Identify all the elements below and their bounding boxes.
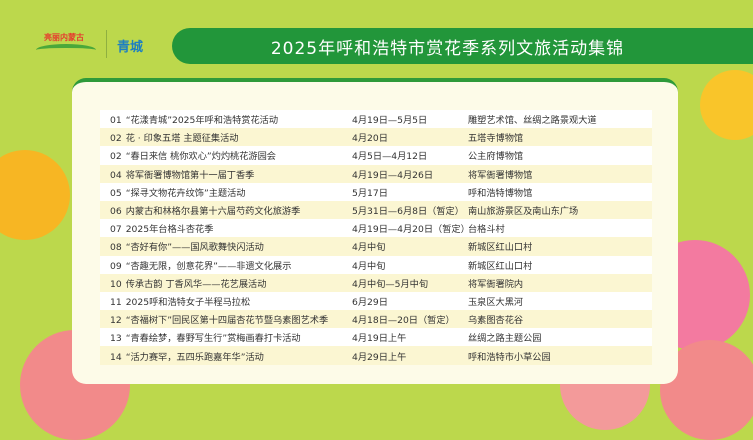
- event-date: 4月18日—20日（暂定）: [352, 315, 455, 327]
- events-table: 01 “花漾青城”2025年呼和浩特赏花活动 4月19日—5月5日 雕塑艺术馆、丝绸之…: [100, 110, 652, 365]
- event-name-cell: 09 “杏趣无限，创意花界”——非遗文化展示: [100, 258, 352, 272]
- event-date: 4月中旬—5月中旬: [352, 278, 429, 290]
- event-name: “花漾青城”2025年呼和浩特赏花活动: [125, 115, 279, 127]
- event-name: “杏好有你”——国风歌舞快闪活动: [125, 242, 264, 254]
- event-number: 04: [110, 169, 122, 181]
- event-name: 花 · 印象五塔 主题征集活动: [125, 133, 239, 145]
- page-title: 2025年呼和浩特市赏花季系列文旅活动集锦: [270, 38, 625, 59]
- event-name: “活力赛罕，五四乐跑嘉年华”活动: [125, 351, 264, 363]
- event-number: 13: [110, 333, 122, 345]
- event-location: 玉泉区大黑河: [468, 296, 524, 308]
- event-location: 呼和浩特博物馆: [468, 187, 533, 199]
- table-row: 01 “花漾青城”2025年呼和浩特赏花活动 4月19日—5月5日 雕塑艺术馆、丝绸之…: [100, 110, 652, 129]
- table-row: 12 “杏福树下”回民区第十四届杏花节暨乌素图艺术季 4月18日—20日（暂定） 乌素…: [100, 310, 652, 329]
- yellow-flower-decoration: [700, 70, 753, 140]
- event-name-cell: 11 2025呼和浩特女子半程马拉松: [100, 294, 352, 308]
- event-name: 传承古韵 丁香风华——花艺展活动: [125, 278, 267, 290]
- table-row: 13 “青春绘梦，春野写生行”赏梅画春打卡活动 4月19日上午 丝绸之路主题公园: [100, 328, 652, 347]
- event-date: 4月29日上午: [352, 351, 407, 363]
- event-location: 南山旅游景区及南山东广场: [468, 206, 579, 218]
- table-row: 08 “杏好有你”——国风歌舞快闪活动 4月中旬 新城区红山口村: [100, 237, 652, 256]
- title-bar: 2025年呼和浩特市赏花季系列文旅活动集锦: [172, 28, 753, 64]
- event-name-cell: 13 “青春绘梦，春野写生行”赏梅画春打卡活动: [100, 330, 352, 344]
- event-date: 4月19日上午: [352, 333, 407, 345]
- event-name-cell: 02 “春日来信 桃你欢心”灼灼桃花游园会: [100, 148, 352, 162]
- event-location: 五塔寺博物馆: [468, 133, 524, 145]
- event-location: 乌素图杏花谷: [468, 315, 524, 327]
- event-date: 4月中旬: [352, 242, 386, 254]
- event-name-cell: 06 内蒙古和林格尔县第十六届芍药文化旅游季: [100, 203, 352, 217]
- event-name-cell: 01 “花漾青城”2025年呼和浩特赏花活动: [100, 112, 352, 126]
- event-number: 10: [110, 278, 122, 290]
- table-row: 02 花 · 印象五塔 主题征集活动 4月20日 五塔寺博物馆: [100, 128, 652, 147]
- event-location: 丝绸之路主题公园: [468, 333, 542, 345]
- event-name: “青春绘梦，春野写生行”赏梅画春打卡活动: [125, 333, 301, 345]
- event-number: 12: [110, 315, 122, 327]
- event-number: 06: [110, 206, 122, 218]
- table-row: 11 2025呼和浩特女子半程马拉松 6月29日 玉泉区大黑河: [100, 291, 652, 311]
- event-name-cell: 12 “杏福树下”回民区第十四届杏花节暨乌素图艺术季: [100, 312, 352, 326]
- table-row: 05 “探寻文物花卉纹饰”主题活动 5月17日 呼和浩特博物馆: [100, 182, 652, 201]
- event-name-cell: 04 将军衙署博物馆第十一届丁香季: [100, 167, 352, 181]
- event-date: 5月17日: [352, 187, 388, 199]
- event-number: 01: [110, 115, 122, 127]
- event-date: 4月19日—4月26日: [352, 169, 434, 181]
- inner-mongolia-logo: 亮丽内蒙古: [34, 26, 98, 62]
- event-number: 14: [110, 351, 122, 363]
- table-row: 04 将军衙署博物馆第十一届丁香季 4月19日—4月26日 将军衙署博物馆: [100, 164, 652, 183]
- event-location: 台格斗村: [468, 224, 505, 236]
- event-name: 内蒙古和林格尔县第十六届芍药文化旅游季: [125, 206, 301, 218]
- event-number: 02: [110, 133, 122, 145]
- table-row: 06 内蒙古和林格尔县第十六届芍药文化旅游季 5月31日—6月8日（暂定） 南山旅游景…: [100, 200, 652, 220]
- table-row: 07 2025年台格斗杏花季 4月19日—4月20日（暂定） 台格斗村: [100, 219, 652, 238]
- event-name: “杏趣无限，创意花界”——非遗文化展示: [125, 260, 292, 272]
- event-location: 雕塑艺术馆、丝绸之路景观大道: [468, 115, 597, 127]
- qingcheng-logo: 青城: [115, 26, 155, 62]
- event-name: “春日来信 桃你欢心”灼灼桃花游园会: [125, 151, 276, 163]
- logo-text: 青城: [117, 40, 144, 55]
- table-row: 10 传承古韵 丁香风华——花艺展活动 4月中旬—5月中旬 将军衙署院内: [100, 273, 652, 292]
- event-date: 5月31日—6月8日（暂定）: [352, 206, 464, 218]
- event-date: 4月19日—4月20日（暂定）: [352, 224, 470, 236]
- table-row: 14 “活力赛罕，五四乐跑嘉年华”活动 4月29日上午 呼和浩特市小草公园: [100, 346, 652, 365]
- event-name: “杏福树下”回民区第十四届杏花节暨乌素图艺术季: [125, 315, 329, 327]
- event-name: 2025呼和浩特女子半程马拉松: [125, 296, 251, 308]
- event-date: 4月中旬: [352, 260, 386, 272]
- event-name: 2025年台格斗杏花季: [125, 224, 214, 236]
- event-location: 公主府博物馆: [468, 151, 524, 163]
- event-name-cell: 02 花 · 印象五塔 主题征集活动: [100, 130, 352, 144]
- event-name: 将军衙署博物馆第十一届丁香季: [125, 169, 255, 181]
- logo-text: 亮丽内蒙古: [44, 33, 84, 42]
- table-row: 02 “春日来信 桃你欢心”灼灼桃花游园会 4月5日—4月12日 公主府博物馆: [100, 146, 652, 165]
- event-location: 将军衙署院内: [468, 278, 524, 290]
- event-date: 4月20日: [352, 133, 388, 145]
- event-name-cell: 05 “探寻文物花卉纹饰”主题活动: [100, 185, 352, 199]
- divider: [106, 30, 107, 58]
- event-location: 呼和浩特市小草公园: [468, 351, 551, 363]
- event-location: 新城区红山口村: [468, 242, 533, 254]
- event-name-cell: 10 传承古韵 丁香风华——花艺展活动: [100, 276, 352, 290]
- event-date: 6月29日: [352, 296, 388, 308]
- event-number: 05: [110, 187, 122, 199]
- event-name-cell: 14 “活力赛罕，五四乐跑嘉年华”活动: [100, 349, 352, 363]
- event-number: 07: [110, 224, 122, 236]
- event-name-cell: 07 2025年台格斗杏花季: [100, 221, 352, 235]
- event-date: 4月19日—5月5日: [352, 115, 428, 127]
- event-number: 08: [110, 242, 122, 254]
- event-name-cell: 08 “杏好有你”——国风歌舞快闪活动: [100, 239, 352, 253]
- event-number: 02: [110, 151, 122, 163]
- logos: 亮丽内蒙古 青城: [34, 26, 155, 62]
- event-location: 将军衙署博物馆: [468, 169, 533, 181]
- event-location: 新城区红山口村: [468, 260, 533, 272]
- event-name: “探寻文物花卉纹饰”主题活动: [125, 187, 246, 199]
- event-number: 09: [110, 260, 122, 272]
- table-row: 09 “杏趣无限，创意花界”——非遗文化展示 4月中旬 新城区红山口村: [100, 255, 652, 274]
- event-number: 11: [110, 296, 122, 308]
- yellow-flower-decoration: [0, 150, 70, 240]
- event-date: 4月5日—4月12日: [352, 151, 428, 163]
